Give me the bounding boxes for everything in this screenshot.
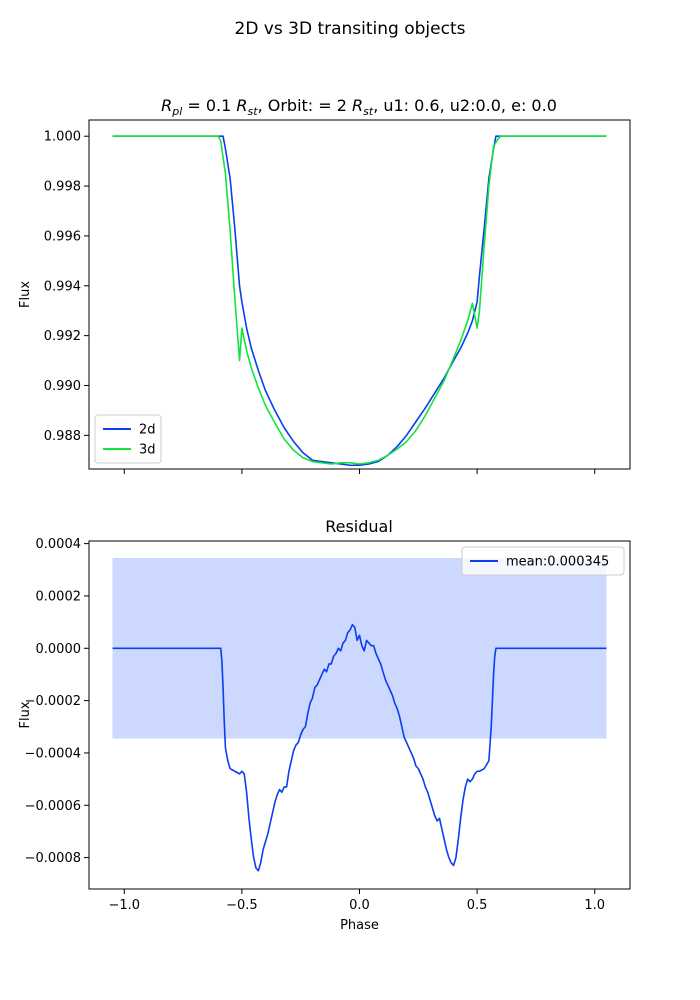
y-tick-label: −0.0002 xyxy=(25,694,81,709)
bottom-plot-marks xyxy=(112,558,607,872)
legend-entry: 2d xyxy=(139,423,156,438)
bottom-plot: Residual −1.0 −0.5 0.0 0.5 1.0 −0.0008 −0.0006… xyxy=(18,517,631,933)
bottom-plot-legend: mean:0.000345 xyxy=(461,546,625,576)
series-line-mean-0-000345 xyxy=(112,623,607,872)
legend-box xyxy=(94,414,162,464)
series-line-2d xyxy=(112,135,607,467)
top-plot-frame xyxy=(88,119,631,470)
legend-entry: 3d xyxy=(139,443,156,458)
top-plot-ylabel: Flux xyxy=(18,281,33,308)
bottom-plot-ylabel: Flux xyxy=(18,701,33,728)
top-plot-title: Rpl = 0.1 Rst, Orbit: = 2 Rst, u1: 0.6, … xyxy=(161,96,557,118)
y-tick-label: 0.990 xyxy=(44,379,81,394)
y-tick-label: 0.0002 xyxy=(36,589,82,604)
x-tick-label: −1.0 xyxy=(108,898,140,913)
top-plot-marks xyxy=(112,135,607,467)
y-tick-label: 0.992 xyxy=(44,329,81,344)
x-tick-label: 1.0 xyxy=(584,898,605,913)
y-tick-label: 0.996 xyxy=(44,229,81,244)
bottom-plot-xlabel: Phase xyxy=(340,918,379,933)
legend-box xyxy=(461,546,625,576)
y-tick-label: 0.988 xyxy=(44,429,81,444)
bottom-plot-ticks: −1.0 −0.5 0.0 0.5 1.0 −0.0008 −0.0006 −0.0004 −0… xyxy=(25,537,605,913)
y-tick-label: 1.000 xyxy=(44,130,81,145)
top-plot: Rpl = 0.1 Rst, Orbit: = 2 Rst, u1: 0.6, … xyxy=(18,96,631,474)
series-line-3d xyxy=(112,135,607,465)
bottom-plot-title: Residual xyxy=(325,517,393,536)
y-tick-label: −0.0004 xyxy=(25,746,81,761)
figure-suptitle: 2D vs 3D transiting objects xyxy=(235,19,466,39)
y-tick-label: −0.0006 xyxy=(25,799,81,814)
top-plot-ticks: 0.988 0.990 0.992 0.994 0.996 0.998 1.000 xyxy=(44,130,596,474)
y-tick-label: 0.994 xyxy=(44,279,81,294)
y-tick-label: 0.998 xyxy=(44,180,81,195)
x-tick-label: 0.0 xyxy=(349,898,370,913)
legend-entry: mean:0.000345 xyxy=(506,555,609,570)
x-tick-label: −0.5 xyxy=(226,898,258,913)
y-tick-label: 0.0004 xyxy=(36,537,82,552)
x-tick-label: 0.5 xyxy=(467,898,488,913)
y-tick-label: 0.0000 xyxy=(36,642,82,657)
y-tick-label: −0.0008 xyxy=(25,851,81,866)
